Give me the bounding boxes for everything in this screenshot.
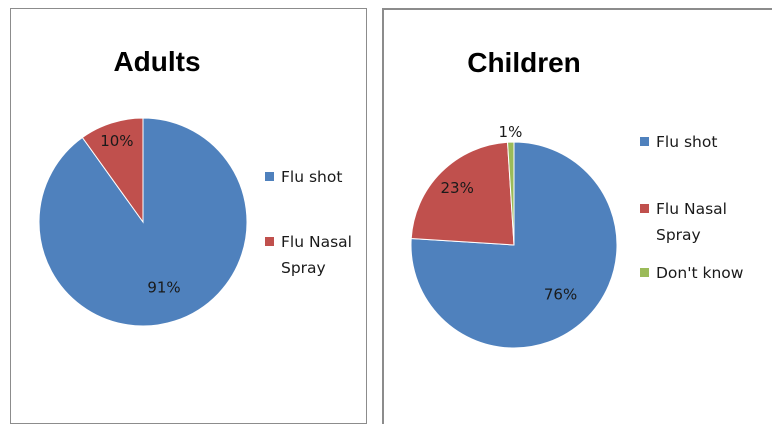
data-labels: 91% 10% xyxy=(100,132,180,297)
legend-label: Don't know xyxy=(656,264,744,282)
legend-swatch xyxy=(265,237,274,246)
data-labels: 76% 23% 1% xyxy=(441,123,578,304)
data-label: 10% xyxy=(100,132,133,150)
chart-title: Adults xyxy=(113,46,200,77)
pie-slice-don-t-know xyxy=(507,141,515,246)
legend-label: Spray xyxy=(281,259,326,277)
legend-swatch xyxy=(640,268,649,277)
data-label: 76% xyxy=(544,286,577,304)
pie-slices xyxy=(38,117,248,327)
data-label: 1% xyxy=(499,123,523,141)
children-pie-chart: Children 76% 23% 1% Flu shot Flu Nasal Spray… xyxy=(410,47,744,349)
legend-swatch xyxy=(640,137,649,146)
pie-slice-flu-nasal-spray xyxy=(410,141,515,246)
legend-swatch xyxy=(640,204,649,213)
children-chart-panel: Children 76% 23% 1% Flu shot Flu Nasal Spray… xyxy=(382,8,772,424)
legend: Flu shot Flu Nasal Spray xyxy=(265,168,352,277)
legend-swatch xyxy=(265,172,274,181)
data-label: 91% xyxy=(147,278,180,296)
pie-slice-flu-shot xyxy=(410,141,618,349)
pie-slice-flu-nasal-spray xyxy=(81,117,144,224)
pie-slices xyxy=(410,141,618,349)
data-label: 23% xyxy=(441,179,474,197)
legend-label: Flu shot xyxy=(281,168,342,186)
legend: Flu shot Flu Nasal Spray Don't know xyxy=(640,133,744,282)
legend-label: Flu Nasal xyxy=(656,200,727,218)
legend-label: Flu shot xyxy=(656,133,717,151)
legend-label: Spray xyxy=(656,226,701,244)
chart-title: Children xyxy=(467,47,581,78)
adults-chart-panel: Adults 91% 10% Flu shot Flu Nasal Spray xyxy=(10,8,367,424)
adults-pie-chart: Adults 91% 10% Flu shot Flu Nasal Spray xyxy=(38,46,352,327)
legend-label: Flu Nasal xyxy=(281,233,352,251)
